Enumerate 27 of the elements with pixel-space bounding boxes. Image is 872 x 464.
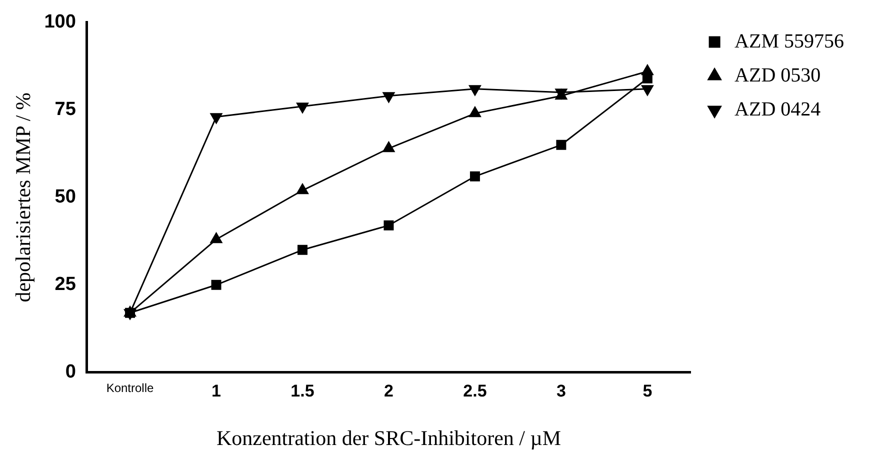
x-tick-label: 3 [556,381,566,400]
point [469,106,481,118]
x-tick-label: 2 [384,381,394,400]
legend-label: AZM 559756 [734,30,844,52]
y-tick-label: 0 [65,362,76,383]
point [298,244,308,255]
x-tick-label: 5 [642,381,652,400]
legend-label: AZD 0530 [734,64,821,86]
y-axis-title: depolarisiertes MMP / % [11,92,36,302]
point [210,232,222,244]
point [296,184,308,194]
x-tick-label: 1 [212,381,221,400]
point [470,171,480,182]
x-tick-label: 2.5 [463,381,487,400]
point [125,308,136,318]
x-tick-label: 1.5 [290,381,314,400]
y-tick-label: 25 [54,274,76,296]
x-axis-title: Konzentration der SRC-Inhibitoren / µM [216,426,562,450]
y-tick-label: 100 [44,12,76,33]
y-tick-label: 50 [54,186,76,208]
point [382,142,395,152]
point [556,140,566,150]
point [211,280,222,290]
legend-label: AZD 0424 [734,98,821,120]
x-tick-label: Kontrolle [106,380,154,395]
point [384,220,394,230]
y-tick-label: 75 [54,99,76,120]
